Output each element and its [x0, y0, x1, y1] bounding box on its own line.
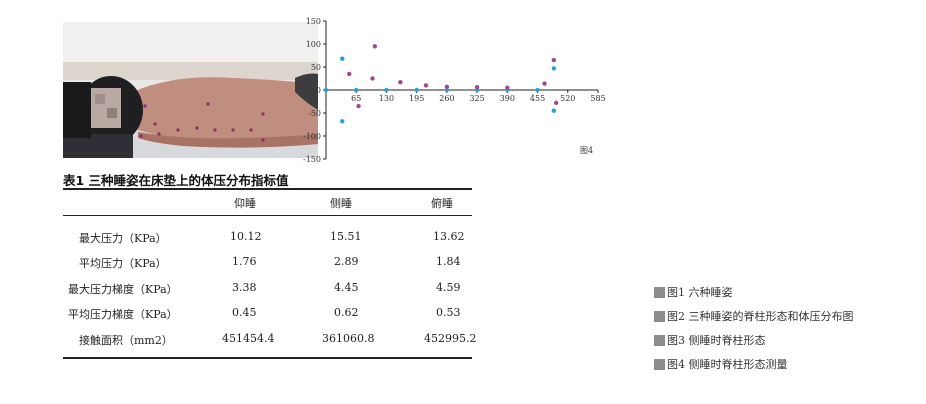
scatter-point-series-1: [384, 87, 389, 93]
scatter-point-series-2: [553, 100, 559, 106]
figure-caption-list: 图1 六种睡姿 图2 三种睡姿的脊柱形态和体压分布图 图3 侧睡时脊柱形态 图4…: [654, 280, 854, 376]
table-cell: 4.45: [334, 281, 359, 294]
caption-item: 图3 侧睡时脊柱形态: [654, 328, 854, 352]
x-tick-label: 130: [379, 94, 394, 103]
scatter-point-series-1: [444, 87, 450, 93]
spine-photo-illustration: [63, 22, 318, 158]
caption-bullet-icon: [654, 358, 665, 370]
caption-item: 图1 六种睡姿: [654, 280, 854, 304]
y-tick-label: -150: [303, 155, 321, 164]
table-cell: 1.76: [232, 255, 257, 268]
x-tick-label: 65: [351, 94, 361, 103]
scatter-point-series-1: [535, 87, 540, 93]
table-top-rule: [63, 188, 472, 190]
y-tick-label: 0: [316, 86, 321, 95]
scatter-point-series-1: [414, 87, 419, 93]
caption-item: 图4 侧睡时脊柱形态测量: [654, 352, 854, 376]
y-tick-label: -50: [308, 109, 321, 118]
table-cell: 0.53: [436, 306, 461, 319]
table-cell: 2.89: [334, 255, 359, 268]
x-tick-label: 585: [590, 94, 605, 103]
table-cell: 361060.8: [322, 332, 375, 345]
caption-item: 图2 三种睡姿的脊柱形态和体压分布图: [654, 304, 854, 328]
y-tick-label: 150: [306, 17, 321, 26]
figure-label: 图4: [580, 146, 593, 155]
x-tick-label: 390: [500, 94, 515, 103]
caption-text: 图1 六种睡姿: [667, 286, 733, 299]
table-cell: 1.84: [436, 255, 461, 268]
caption-bullet-icon: [654, 286, 665, 298]
caption-bullet-icon: [654, 334, 665, 346]
caption-bullet-icon: [654, 310, 665, 322]
scatter-point-series-1: [354, 87, 359, 93]
scatter-point-series-1: [551, 108, 557, 113]
scatter-point-series-1: [323, 87, 329, 93]
table-cell: 451454.4: [222, 332, 275, 345]
column-header-prone: 俯睡: [431, 197, 453, 210]
column-header-side: 侧睡: [330, 197, 352, 210]
table-cell: 0.45: [232, 306, 257, 319]
scatter-point-series-2: [423, 83, 429, 88]
scatter-point-series-1: [551, 66, 557, 71]
y-tick-label: 50: [311, 63, 321, 72]
scatter-point-series-1: [340, 56, 345, 61]
scatter-point-series-2: [356, 103, 361, 109]
scatter-point-series-2: [444, 84, 450, 89]
scatter-point-series-2: [542, 81, 547, 86]
caption-text: 图4 侧睡时脊柱形态测量: [667, 358, 788, 371]
row-label-avg-pressure-gradient: 平均压力梯度（KPa）: [68, 308, 178, 321]
table-cell: 0.62: [334, 306, 359, 319]
spine-measure-scatter-chart: 150 100 50 0 -50 -100 -150 65 130 195 260 325 390 455…: [303, 17, 606, 164]
scatter-point-series-2: [347, 71, 352, 77]
table-cell: 15.51: [330, 230, 362, 243]
table-bottom-rule: [63, 357, 472, 359]
scatter-point-series-2: [551, 57, 557, 63]
row-label-max-pressure-gradient: 最大压力梯度（KPa）: [68, 283, 178, 296]
row-label-avg-pressure: 平均压力（KPa）: [79, 257, 167, 270]
y-tick-label: -100: [303, 132, 321, 141]
table-cell: 10.12: [230, 230, 262, 243]
table-cell: 3.38: [232, 281, 257, 294]
x-tick-label: 325: [469, 94, 484, 103]
scatter-point-series-2: [474, 85, 480, 90]
scatter-point-series-2: [370, 76, 375, 81]
x-tick-label: 195: [409, 94, 424, 103]
column-header-supine: 仰睡: [234, 197, 256, 210]
table-cell: 452995.2: [424, 332, 477, 345]
table-cell: 4.59: [436, 281, 461, 294]
scatter-point-series-2: [372, 44, 378, 49]
row-label-max-pressure: 最大压力（KPa）: [79, 232, 167, 245]
spine-photo: [63, 22, 318, 158]
x-tick-label: 260: [439, 94, 454, 103]
scatter-point-series-1: [340, 119, 345, 124]
table-title: 表1 三种睡姿在床垫上的体压分布指标值: [63, 173, 289, 188]
x-tick-label: 455: [530, 94, 545, 103]
table-cell: 13.62: [433, 230, 465, 243]
scatter-point-series-2: [398, 79, 403, 85]
caption-text: 图3 侧睡时脊柱形态: [667, 334, 766, 347]
x-tick-label: 520: [560, 94, 575, 103]
table-header-rule: [63, 215, 472, 216]
scatter-point-series-2: [505, 85, 510, 90]
caption-text: 图2 三种睡姿的脊柱形态和体压分布图: [667, 310, 854, 323]
y-tick-label: 100: [306, 40, 321, 49]
row-label-contact-area: 接触面积（mm2）: [79, 334, 173, 347]
